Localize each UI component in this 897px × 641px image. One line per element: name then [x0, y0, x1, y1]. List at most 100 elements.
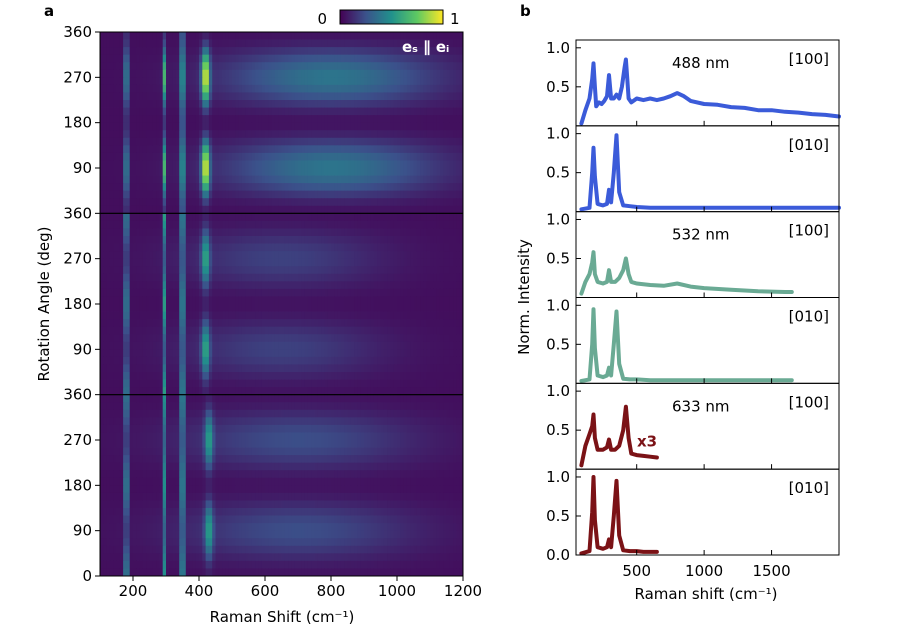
heatmap-cell — [459, 341, 464, 350]
heatmap-cell — [347, 198, 352, 207]
heatmap-cell — [166, 77, 170, 86]
heatmap-cell — [175, 319, 180, 328]
heatmap-cell — [301, 349, 305, 358]
heatmap-cell — [426, 122, 431, 131]
heatmap-cell — [459, 311, 464, 320]
heatmap-cell — [456, 258, 461, 267]
heatmap-cell — [436, 288, 441, 297]
heatmap-cell — [301, 130, 305, 139]
heatmap-cell — [139, 213, 144, 222]
heatmap-cell — [261, 258, 266, 267]
heatmap-cell — [387, 258, 391, 267]
heatmap-cell — [420, 288, 424, 297]
heatmap-cell — [416, 32, 421, 40]
heatmap-cell — [334, 84, 338, 93]
heatmap-cell — [139, 349, 144, 358]
heatmap-cell — [387, 107, 391, 116]
heatmap-cell — [370, 183, 375, 192]
heatmap-cell — [166, 236, 170, 244]
heatmap-cell — [166, 145, 170, 154]
heatmap-cell — [337, 122, 342, 131]
heatmap-cell — [298, 54, 302, 63]
heatmap-cell — [225, 273, 230, 282]
heatmap-cell — [393, 311, 398, 320]
heatmap-cell — [344, 296, 348, 305]
heatmap-cell — [258, 62, 263, 71]
heatmap-cell — [439, 213, 444, 222]
heatmap-cell — [142, 266, 147, 275]
heatmap-cell — [456, 213, 461, 222]
heatmap-cell — [357, 39, 362, 48]
heatmap-cell — [228, 54, 233, 63]
heatmap-cell — [215, 69, 220, 78]
heatmap-cell — [142, 47, 147, 56]
heatmap-cell — [393, 69, 398, 78]
heatmap-cell — [175, 183, 180, 192]
heatmap-cell — [103, 168, 107, 176]
heatmap-cell — [268, 183, 272, 192]
heatmap-cell — [284, 258, 289, 267]
heatmap-cell — [215, 273, 220, 282]
heatmap-cell — [182, 39, 187, 48]
heatmap-subpanel — [100, 213, 464, 396]
heatmap-cell — [119, 145, 124, 154]
heatmap-cell — [350, 281, 355, 290]
heatmap-cell — [261, 130, 266, 139]
heatmap-cell — [406, 47, 411, 56]
heatmap-cell — [205, 356, 210, 365]
heatmap-cell — [100, 296, 104, 305]
heatmap-cell — [281, 205, 286, 214]
heatmap-cell — [189, 258, 193, 267]
heatmap-cell — [459, 326, 464, 335]
heatmap-cell — [413, 39, 418, 48]
heatmap-cell — [215, 220, 220, 229]
heatmap-cell — [456, 220, 461, 229]
heatmap-cell — [251, 341, 256, 350]
heatmap-cell — [142, 258, 147, 267]
heatmap-cell — [331, 281, 335, 290]
heatmap-cell — [172, 251, 177, 260]
heatmap-cell — [291, 288, 296, 297]
heatmap-cell — [340, 281, 345, 290]
heatmap-cell — [400, 349, 404, 358]
heatmap-cell — [146, 236, 150, 244]
heatmap-cell — [142, 220, 147, 229]
heatmap-cell — [195, 92, 200, 101]
heatmap-cell — [393, 137, 398, 146]
heatmap-cell — [146, 47, 150, 56]
heatmap-cell — [436, 47, 441, 56]
heatmap-cell — [199, 69, 203, 78]
heatmap-cell — [149, 349, 154, 358]
heatmap-cell — [304, 122, 309, 131]
heatmap-cell — [113, 92, 117, 101]
heatmap-cell — [456, 107, 461, 116]
heatmap-cell — [175, 190, 180, 199]
heatmap-cell — [446, 288, 451, 297]
heatmap-cell — [416, 77, 421, 86]
heatmap-cell — [367, 69, 371, 78]
heatmap-cell — [443, 228, 447, 237]
heatmap-cell — [397, 47, 401, 56]
heatmap-cell — [357, 220, 362, 229]
heatmap-cell — [225, 100, 230, 108]
heatmap-cell — [344, 319, 348, 328]
heatmap-cell — [420, 69, 424, 78]
heatmap-cell — [258, 122, 263, 131]
heatmap-cell — [334, 168, 338, 176]
heatmap-cell — [288, 77, 292, 86]
heatmap-cell — [380, 152, 385, 161]
heatmap-cell — [350, 115, 355, 124]
heatmap-cell — [274, 39, 279, 48]
heatmap-cell — [152, 145, 157, 154]
heatmap-cell — [321, 130, 325, 139]
heatmap-cell — [423, 205, 428, 214]
heatmap-cell — [212, 205, 216, 214]
heatmap-cell — [106, 175, 111, 184]
heatmap-cell — [103, 281, 107, 290]
heatmap-cell — [294, 47, 299, 56]
heatmap-cell — [189, 205, 193, 214]
heatmap-cell — [258, 183, 263, 192]
heatmap-cell — [380, 334, 385, 343]
heatmap-cell — [311, 251, 315, 260]
heatmap-cell — [443, 122, 447, 131]
